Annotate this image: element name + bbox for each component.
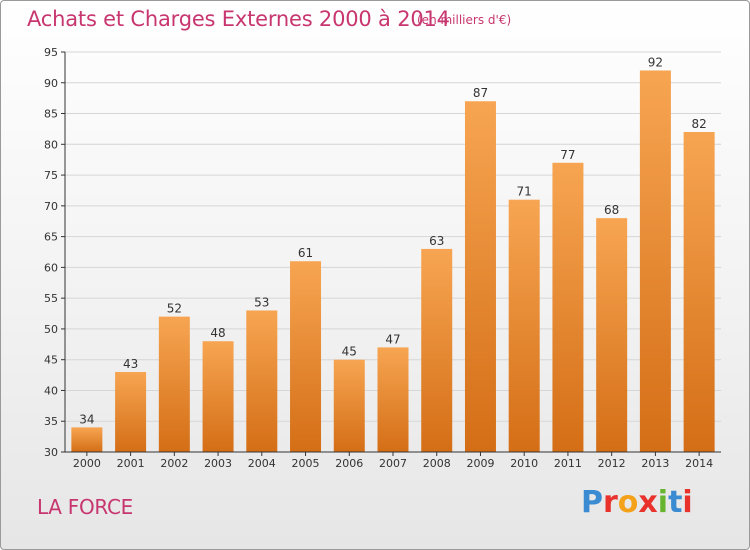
data-label: 71 [517,185,532,199]
data-label: 82 [691,117,706,131]
y-tick-label: 55 [44,292,58,305]
y-tick-label: 60 [44,261,58,274]
bar [552,162,584,452]
data-label: 92 [648,55,663,69]
bar [246,310,278,452]
bar [290,261,322,452]
bar [202,341,234,452]
data-label: 53 [254,295,269,309]
data-label: 87 [473,86,488,100]
x-tick-label: 2001 [117,457,145,470]
x-tick-label: 2004 [248,457,276,470]
y-axis-tick-labels: 30 35 40 45 50 55 60 65 70 75 80 85 90 95 [44,46,58,459]
bar [639,70,671,452]
bar-chart: 30 35 40 45 50 55 60 65 70 75 80 85 90 95 34 43 52 48 53 6… [44,46,721,470]
bar [683,132,715,452]
data-label: 45 [342,345,357,359]
x-axis-tick-labels: 2000 2001 2002 2003 2004 2005 2006 2007 2008 2009… [73,452,713,470]
data-label: 43 [123,357,138,371]
data-label: 52 [167,302,182,316]
x-tick-label: 2005 [292,457,320,470]
y-tick-label: 50 [44,323,58,336]
x-tick-label: 2011 [554,457,582,470]
bar [508,199,540,452]
x-tick-label: 2000 [73,457,101,470]
bar [333,359,365,452]
x-tick-label: 2012 [598,457,626,470]
logo-letter: x [638,485,658,520]
x-tick-label: 2003 [204,457,232,470]
place-name: LA FORCE [37,495,133,519]
y-tick-label: 85 [44,108,58,121]
y-tick-label: 30 [44,446,58,459]
data-label: 47 [385,332,400,346]
data-label: 48 [210,326,225,340]
chart-subtitle: (en milliers d'€) [417,13,512,27]
bar [115,372,147,452]
proxiti-logo: Proxiti [581,485,693,520]
logo-letter: t [668,485,683,520]
y-tick-label: 40 [44,384,58,397]
data-label: 77 [560,148,575,162]
bar [421,248,453,452]
data-label: 68 [604,203,619,217]
y-tick-label: 95 [44,46,58,59]
x-tick-label: 2007 [379,457,407,470]
bars [71,70,715,452]
data-label: 63 [429,234,444,248]
bar [464,101,496,452]
y-tick-label: 80 [44,138,58,151]
logo-letter: o [617,485,639,520]
bar [596,218,628,452]
x-tick-label: 2014 [685,457,713,470]
y-tick-label: 45 [44,354,58,367]
y-tick-label: 65 [44,231,58,244]
x-tick-label: 2009 [466,457,494,470]
chart-title: Achats et Charges Externes 2000 à 2014 [27,7,450,31]
bar [71,427,103,452]
logo-letter: P [581,485,603,520]
y-tick-label: 75 [44,169,58,182]
logo-letter: i [682,485,693,520]
x-tick-label: 2013 [641,457,669,470]
logo-letter: r [603,485,618,520]
axes [64,52,721,453]
y-tick-label: 90 [44,77,58,90]
x-tick-label: 2010 [510,457,538,470]
y-tick-label: 35 [44,415,58,428]
data-label: 61 [298,246,313,260]
logo-letter: i [657,485,669,520]
x-tick-label: 2006 [335,457,363,470]
bar [158,316,190,452]
x-tick-label: 2002 [160,457,188,470]
y-tick-label: 70 [44,200,58,213]
data-label: 34 [79,412,94,426]
data-labels: 34 43 52 48 53 61 45 47 63 87 71 77 68 92 82 [79,55,707,426]
x-tick-label: 2008 [423,457,451,470]
bar [377,347,409,452]
